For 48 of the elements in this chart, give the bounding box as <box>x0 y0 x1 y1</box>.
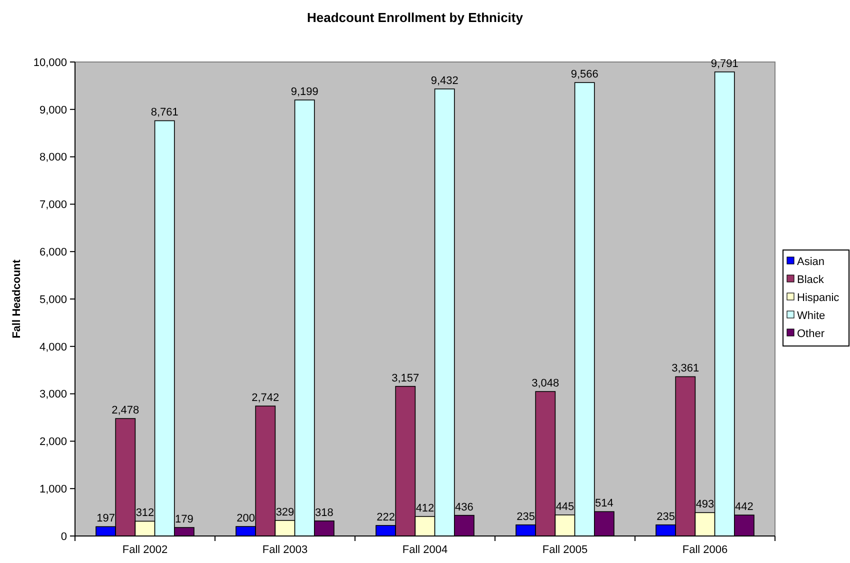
data-label: 493 <box>696 498 714 511</box>
legend-label: Other <box>797 328 825 340</box>
y-tick-label: 1,000 <box>39 483 67 496</box>
data-label: 8,761 <box>150 106 178 119</box>
data-label: 442 <box>735 501 754 514</box>
y-tick-label: 3,000 <box>39 388 67 401</box>
legend-label: White <box>797 310 826 322</box>
data-label: 412 <box>416 502 434 514</box>
data-label: 329 <box>276 506 294 518</box>
y-tick-label: 4,000 <box>39 341 67 354</box>
data-label: 9,791 <box>710 58 738 70</box>
x-tick-label: Fall 2006 <box>682 544 728 556</box>
x-tick-label: Fall 2005 <box>542 544 588 556</box>
y-tick-label: 2,000 <box>39 436 67 448</box>
x-tick-label: Fall 2003 <box>262 544 308 556</box>
data-label: 3,157 <box>392 372 420 384</box>
x-tick-label: Fall 2004 <box>402 544 448 556</box>
data-label: 2,478 <box>112 404 140 417</box>
data-label: 200 <box>236 512 255 525</box>
data-label: 179 <box>175 514 194 526</box>
data-label: 318 <box>315 506 334 519</box>
data-label: 3,048 <box>532 378 560 390</box>
legend-label: Black <box>797 274 824 286</box>
chart-title: Headcount Enrollment by Ethnicity <box>307 10 524 25</box>
y-tick-label: 0 <box>60 530 67 543</box>
data-label: 235 <box>516 510 535 523</box>
y-tick-label: 5,000 <box>39 294 67 306</box>
y-tick-label: 6,000 <box>39 246 67 258</box>
y-tick-label: 8,000 <box>39 152 67 164</box>
legend-label: Hispanic <box>797 292 840 304</box>
data-label: 514 <box>595 498 614 510</box>
y-axis-title: Fall Headcount <box>11 259 23 338</box>
y-tick-label: 7,000 <box>39 199 67 212</box>
data-label: 9,199 <box>290 86 318 98</box>
data-label: 9,432 <box>430 74 458 87</box>
legend-label: Asian <box>797 256 825 268</box>
data-label: 235 <box>656 510 675 523</box>
data-label: 436 <box>455 501 474 514</box>
y-tick-label: 10,000 <box>33 56 67 69</box>
y-tick-label: 9,000 <box>39 104 67 116</box>
x-tick-label: Fall 2002 <box>122 544 168 556</box>
data-label: 222 <box>376 511 395 524</box>
data-label: 2,742 <box>252 392 280 404</box>
data-label: 445 <box>556 500 574 513</box>
data-label: 9,566 <box>570 68 598 81</box>
data-label: 312 <box>136 507 154 520</box>
data-label: 3,361 <box>672 362 700 375</box>
data-label: 197 <box>96 512 115 525</box>
